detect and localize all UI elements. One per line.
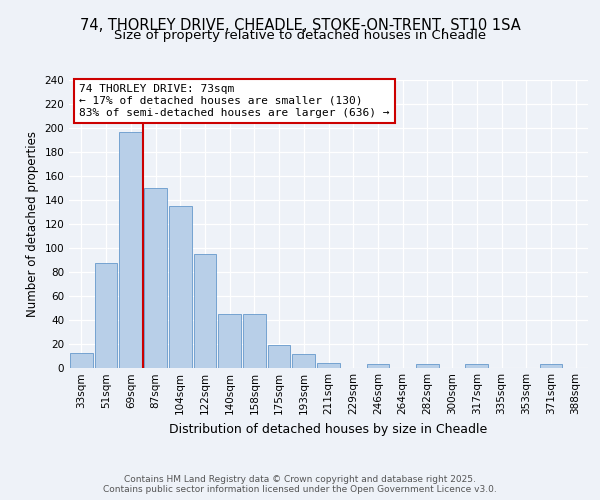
Bar bbox=[194, 254, 216, 368]
Bar bbox=[119, 132, 142, 368]
Text: 74, THORLEY DRIVE, CHEADLE, STOKE-ON-TRENT, ST10 1SA: 74, THORLEY DRIVE, CHEADLE, STOKE-ON-TRE… bbox=[80, 18, 520, 32]
Bar bbox=[416, 364, 439, 368]
Text: Contains HM Land Registry data © Crown copyright and database right 2025.
Contai: Contains HM Land Registry data © Crown c… bbox=[103, 474, 497, 494]
Bar bbox=[268, 344, 290, 368]
Bar bbox=[317, 362, 340, 368]
Bar bbox=[218, 314, 241, 368]
Bar bbox=[144, 188, 167, 368]
Bar bbox=[70, 353, 93, 368]
Y-axis label: Number of detached properties: Number of detached properties bbox=[26, 130, 39, 317]
Text: Size of property relative to detached houses in Cheadle: Size of property relative to detached ho… bbox=[114, 28, 486, 42]
Bar bbox=[466, 364, 488, 368]
X-axis label: Distribution of detached houses by size in Cheadle: Distribution of detached houses by size … bbox=[169, 423, 488, 436]
Bar bbox=[243, 314, 266, 368]
Bar bbox=[539, 364, 562, 368]
Bar bbox=[367, 364, 389, 368]
Bar bbox=[169, 206, 191, 368]
Bar bbox=[292, 354, 315, 368]
Text: 74 THORLEY DRIVE: 73sqm
← 17% of detached houses are smaller (130)
83% of semi-d: 74 THORLEY DRIVE: 73sqm ← 17% of detache… bbox=[79, 84, 390, 117]
Bar bbox=[95, 264, 118, 368]
